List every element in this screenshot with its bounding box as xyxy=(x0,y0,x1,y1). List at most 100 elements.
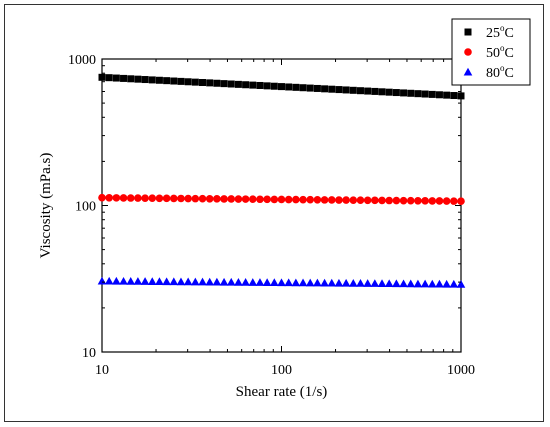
data-point xyxy=(299,195,307,204)
data-point xyxy=(270,195,279,204)
data-point xyxy=(435,197,444,205)
data-point xyxy=(147,277,157,285)
data-point xyxy=(220,80,228,88)
data-point xyxy=(378,88,386,96)
data-point xyxy=(421,90,429,98)
data-point xyxy=(342,196,350,204)
data-point xyxy=(341,278,351,287)
legend-label: 50oC xyxy=(486,43,514,61)
data-point xyxy=(127,75,135,83)
data-point xyxy=(248,195,257,203)
data-point xyxy=(134,75,142,83)
data-point xyxy=(392,89,400,97)
data-point xyxy=(177,194,185,203)
data-point xyxy=(263,82,271,90)
data-point xyxy=(435,91,443,99)
data-point xyxy=(227,195,236,203)
data-point xyxy=(198,277,207,286)
data-point xyxy=(349,86,357,94)
data-point xyxy=(320,278,329,287)
data-point xyxy=(457,197,465,205)
y-tick-label: 10 xyxy=(82,346,96,361)
data-point xyxy=(384,279,394,288)
data-point xyxy=(270,278,279,287)
data-point xyxy=(119,276,128,285)
x-axis-label: Shear rate (1/s) xyxy=(236,384,328,400)
data-point xyxy=(112,74,120,82)
data-point xyxy=(313,196,322,204)
y-axis-label: Viscosity (mPa.s) xyxy=(38,153,54,259)
data-point xyxy=(198,194,207,203)
legend: 25oC 50oC 80oC xyxy=(451,18,531,86)
data-point xyxy=(162,194,171,203)
data-point xyxy=(155,76,163,84)
data-point xyxy=(170,77,178,85)
data-point xyxy=(435,279,444,288)
data-point xyxy=(249,81,257,89)
data-point xyxy=(270,82,278,90)
data-point xyxy=(134,194,142,202)
data-point xyxy=(219,277,229,286)
data-point xyxy=(306,84,314,92)
data-point xyxy=(363,279,372,287)
data-point xyxy=(141,194,149,202)
data-point xyxy=(126,277,136,285)
data-point xyxy=(191,277,200,286)
data-point xyxy=(255,278,265,286)
data-point xyxy=(220,195,228,203)
data-point xyxy=(234,80,242,88)
data-point xyxy=(226,277,236,286)
data-point xyxy=(313,278,322,287)
data-point xyxy=(442,197,451,205)
data-point xyxy=(205,194,214,203)
data-point xyxy=(399,196,408,205)
data-point xyxy=(119,194,128,202)
data-point xyxy=(241,278,250,286)
data-point xyxy=(428,197,437,205)
data-point xyxy=(98,193,106,202)
data-point xyxy=(414,90,422,98)
data-point xyxy=(133,277,143,285)
data-point xyxy=(364,87,372,95)
data-point xyxy=(356,196,365,205)
data-point xyxy=(140,277,150,285)
data-point xyxy=(377,279,387,287)
viscosity-chart: 10 100 1000 10 100 1000 Shear rate (1/s) Viscos… xyxy=(38,18,531,400)
data-point xyxy=(292,83,300,91)
data-point xyxy=(320,196,329,204)
legend-marker xyxy=(463,67,473,76)
series-1 xyxy=(98,73,465,100)
data-point xyxy=(378,196,386,205)
data-point xyxy=(349,196,358,204)
data-point xyxy=(400,89,408,97)
data-point xyxy=(356,279,365,287)
data-point xyxy=(305,278,315,287)
data-points xyxy=(97,73,466,288)
data-point xyxy=(450,197,458,205)
data-point xyxy=(292,195,300,204)
figure-frame: 10 100 1000 10 100 1000 Shear rate (1/s) Viscos… xyxy=(4,4,544,422)
data-point xyxy=(104,276,114,285)
data-point xyxy=(248,278,258,286)
data-point xyxy=(427,279,437,288)
data-point xyxy=(176,277,186,286)
data-point xyxy=(370,279,380,287)
data-point xyxy=(169,277,179,286)
data-point xyxy=(277,195,286,204)
data-point xyxy=(285,83,293,91)
data-point xyxy=(349,278,358,287)
data-point xyxy=(299,84,307,92)
data-point xyxy=(406,279,416,288)
data-point xyxy=(342,86,350,94)
series-2 xyxy=(98,193,465,205)
data-point xyxy=(406,196,415,205)
data-point xyxy=(184,194,192,203)
data-point xyxy=(298,278,308,287)
data-point xyxy=(371,196,379,205)
data-point xyxy=(184,78,192,86)
data-point xyxy=(97,276,107,285)
data-point xyxy=(277,278,286,287)
data-point xyxy=(213,79,221,87)
data-point xyxy=(284,278,293,287)
data-point xyxy=(328,85,336,93)
